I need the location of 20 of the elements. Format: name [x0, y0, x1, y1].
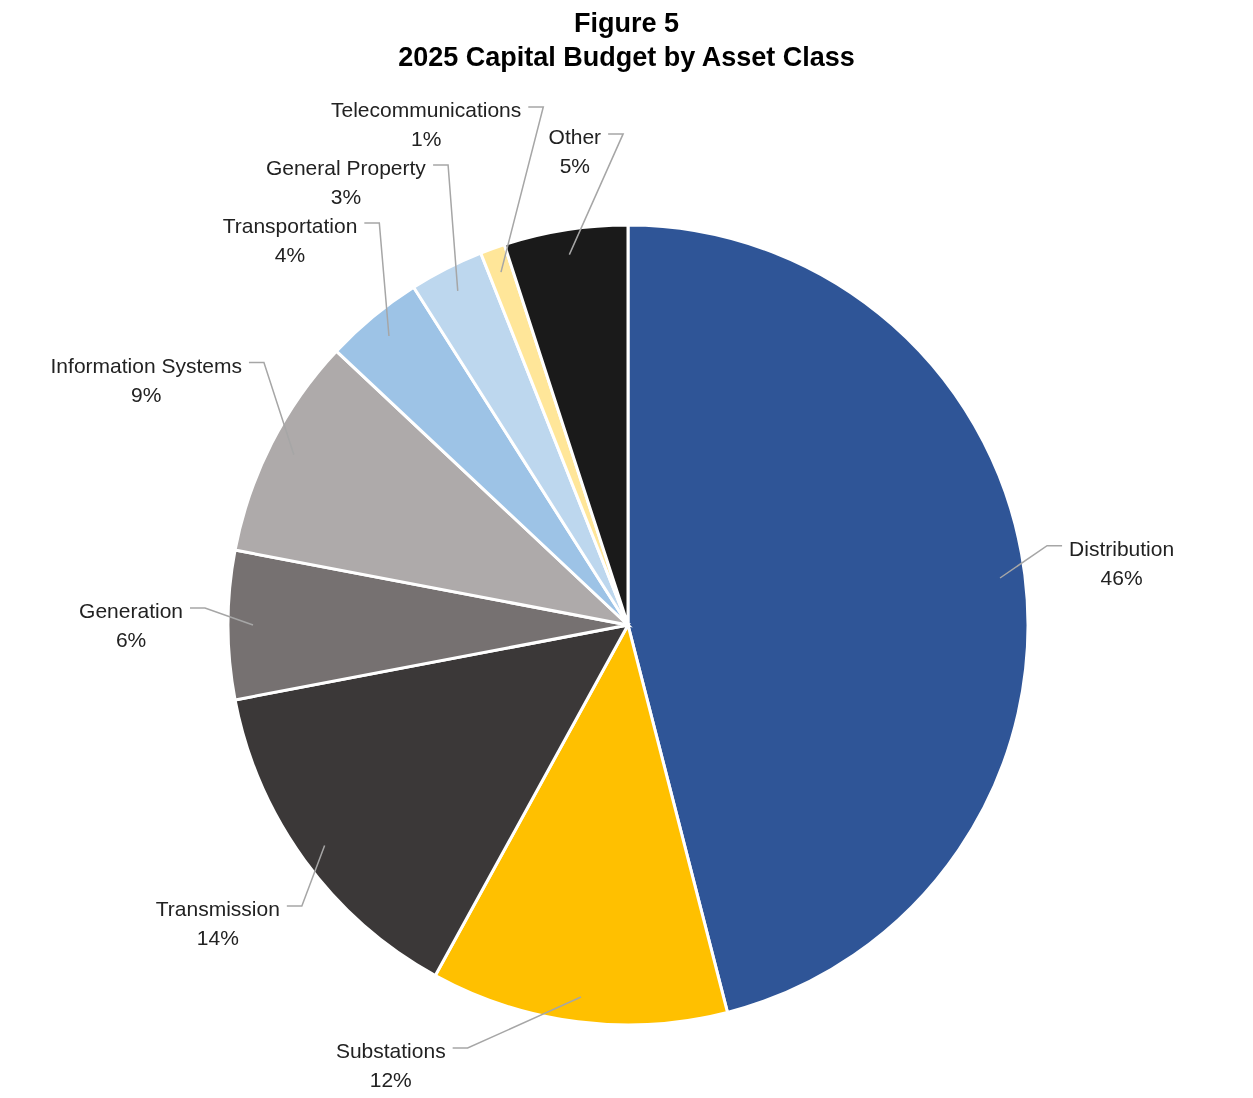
- data-label: 1%: [410, 127, 442, 150]
- data-label: 14%: [196, 926, 239, 950]
- slice-label: Distribution: [1069, 536, 1175, 560]
- slice-label: Generation: [79, 599, 183, 622]
- data-label: 46%: [1100, 565, 1143, 589]
- data-label: 9%: [131, 382, 162, 406]
- slice-label: Information Systems: [50, 353, 242, 377]
- slice-label: Substations: [335, 1039, 446, 1062]
- chart-title: Figure 5: [573, 8, 680, 38]
- slice-label: Transportation: [222, 214, 358, 237]
- slice-label: Telecommunications: [331, 98, 522, 121]
- data-label: 4%: [274, 243, 306, 266]
- chart-subtitle: 2025 Capital Budget by Asset Class: [398, 42, 855, 72]
- slice-label: General Property: [265, 156, 427, 179]
- data-label: 12%: [369, 1068, 412, 1091]
- slice-label: Other: [548, 124, 602, 148]
- data-label: 3%: [330, 185, 362, 208]
- data-label: 5%: [559, 153, 591, 177]
- slice-label: Transmission: [155, 897, 280, 921]
- data-label: 6%: [115, 628, 147, 651]
